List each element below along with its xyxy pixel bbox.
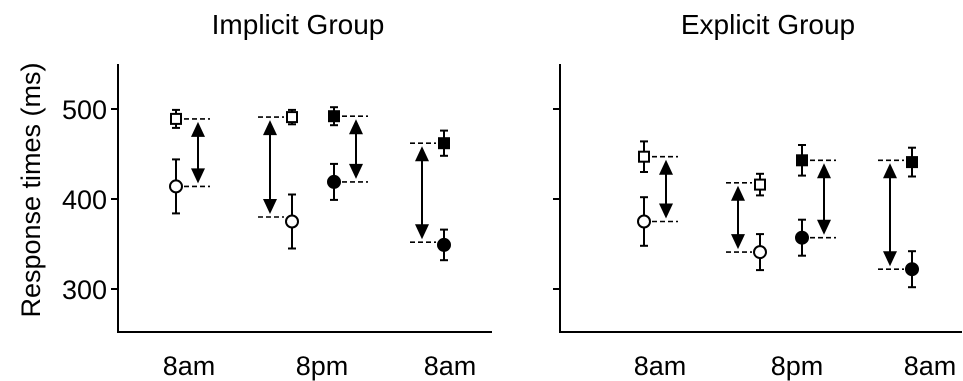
arrow-head-up <box>349 119 363 135</box>
arrow-head-down <box>731 234 745 250</box>
x-tick-label: 8am <box>904 351 957 381</box>
y-tick-label: 300 <box>62 275 107 305</box>
x-tick-label: 8am <box>424 351 477 381</box>
open-square-marker <box>286 111 298 124</box>
arrow-head-up <box>415 146 429 162</box>
arrow-head-up <box>191 121 205 137</box>
arrow-head-down <box>191 168 205 184</box>
arrow-head-down <box>349 163 363 179</box>
arrow-head-up <box>731 185 745 201</box>
filled-square-marker <box>328 110 340 123</box>
filled-square-marker <box>438 137 450 150</box>
panel-title: Implicit Group <box>212 9 385 40</box>
x-tick-label: 8pm <box>771 351 824 381</box>
open-square-marker <box>170 112 182 125</box>
filled-square-marker <box>906 156 918 169</box>
x-tick-label: 8pm <box>296 351 349 381</box>
open-circle-marker <box>753 245 767 260</box>
panel-explicit: Explicit Group 8am 8pm 8am <box>553 9 962 381</box>
arrow-head-down <box>883 251 897 267</box>
filled-circle-marker <box>905 262 919 277</box>
open-circle-marker <box>285 214 299 229</box>
filled-square-marker <box>796 154 808 167</box>
filled-circle-marker <box>437 237 451 252</box>
panel-implicit: Implicit Group 300 400 500 8am 8pm 8am <box>62 9 492 381</box>
y-tick-label: 500 <box>62 95 107 125</box>
y-tick-label: 400 <box>62 185 107 215</box>
open-square-marker <box>638 150 650 163</box>
arrow-head-down <box>263 199 277 214</box>
arrow-head-down <box>817 219 831 235</box>
open-circle-marker <box>637 214 651 229</box>
panel-title: Explicit Group <box>681 9 855 40</box>
arrow-head-up <box>263 120 277 136</box>
arrow-head-up <box>883 163 897 179</box>
x-tick-label: 8am <box>634 351 687 381</box>
arrow-head-down <box>415 224 429 240</box>
open-square-marker <box>754 178 766 191</box>
arrow-head-up <box>659 159 673 175</box>
y-axis-label: Response times (ms) <box>16 62 46 317</box>
arrow-head-up <box>817 163 831 179</box>
arrow-head-down <box>659 203 673 219</box>
open-circle-marker <box>169 179 183 194</box>
filled-circle-marker <box>795 230 809 245</box>
filled-circle-marker <box>327 174 341 189</box>
x-tick-label: 8am <box>163 351 216 381</box>
